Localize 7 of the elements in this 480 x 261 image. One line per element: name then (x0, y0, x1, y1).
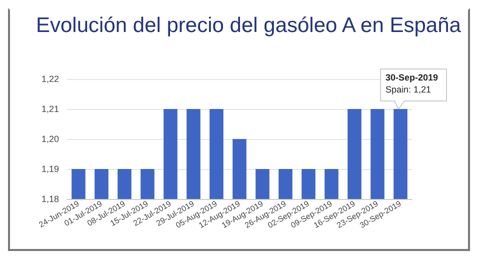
y-tick-label: 1,18 (41, 194, 59, 204)
annotation: 30-Sep-2019 Spain: 1,21 (386, 72, 438, 94)
y-tick-label: 1,21 (41, 104, 59, 114)
y-tick-label: 1,20 (41, 134, 59, 144)
y-tick-label: 1,19 (41, 164, 59, 174)
chart-title: Evolución del precio del gasóleo A en España (36, 14, 461, 38)
y-tick-label: 1,22 (41, 74, 59, 84)
